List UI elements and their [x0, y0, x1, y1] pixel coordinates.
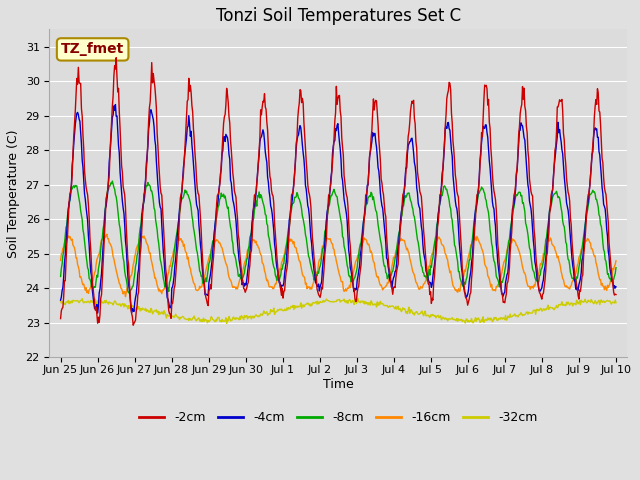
-16cm: [57, 258, 65, 264]
-32cm: [210, 317, 218, 323]
-8cm: [182, 190, 189, 195]
-32cm: [67, 300, 74, 306]
-8cm: [125, 290, 132, 296]
-16cm: [182, 249, 189, 255]
-4cm: [408, 136, 415, 142]
-2cm: [182, 129, 189, 134]
-8cm: [125, 289, 133, 295]
-32cm: [124, 306, 132, 312]
-8cm: [109, 178, 116, 184]
-16cm: [211, 238, 219, 244]
-16cm: [103, 231, 111, 237]
Line: -16cm: -16cm: [61, 234, 616, 297]
-8cm: [408, 199, 415, 205]
-4cm: [211, 221, 219, 227]
-8cm: [612, 265, 620, 271]
Text: TZ_fmet: TZ_fmet: [61, 42, 124, 57]
-2cm: [408, 102, 415, 108]
-32cm: [354, 296, 362, 301]
-2cm: [424, 276, 431, 281]
-2cm: [211, 229, 219, 235]
-32cm: [408, 307, 415, 313]
-2cm: [125, 262, 132, 267]
-4cm: [125, 286, 133, 292]
Line: -4cm: -4cm: [61, 105, 616, 313]
-16cm: [424, 269, 431, 275]
-2cm: [67, 189, 74, 195]
Line: -32cm: -32cm: [61, 299, 616, 324]
X-axis label: Time: Time: [323, 378, 354, 391]
-4cm: [94, 310, 102, 316]
-32cm: [223, 321, 230, 326]
-2cm: [57, 316, 65, 322]
-4cm: [182, 142, 189, 148]
-8cm: [424, 278, 431, 284]
Legend: -2cm, -4cm, -8cm, -16cm, -32cm: -2cm, -4cm, -8cm, -16cm, -32cm: [134, 406, 543, 429]
-32cm: [612, 300, 620, 306]
-8cm: [57, 274, 65, 279]
-32cm: [424, 312, 431, 318]
Title: Tonzi Soil Temperatures Set C: Tonzi Soil Temperatures Set C: [216, 7, 461, 25]
-32cm: [180, 315, 188, 321]
-32cm: [57, 298, 65, 304]
-8cm: [211, 224, 219, 229]
-16cm: [125, 279, 133, 285]
-4cm: [612, 284, 620, 290]
-2cm: [113, 55, 120, 60]
Y-axis label: Soil Temperature (C): Soil Temperature (C): [7, 129, 20, 258]
-4cm: [424, 273, 431, 278]
-16cm: [408, 262, 415, 267]
-16cm: [67, 236, 74, 241]
-8cm: [67, 193, 74, 199]
Line: -2cm: -2cm: [61, 58, 616, 325]
-4cm: [111, 102, 119, 108]
-4cm: [57, 297, 65, 303]
-16cm: [122, 294, 129, 300]
-4cm: [67, 188, 74, 194]
-2cm: [612, 292, 620, 298]
Line: -8cm: -8cm: [61, 181, 616, 293]
-2cm: [129, 323, 137, 328]
-16cm: [612, 258, 620, 264]
